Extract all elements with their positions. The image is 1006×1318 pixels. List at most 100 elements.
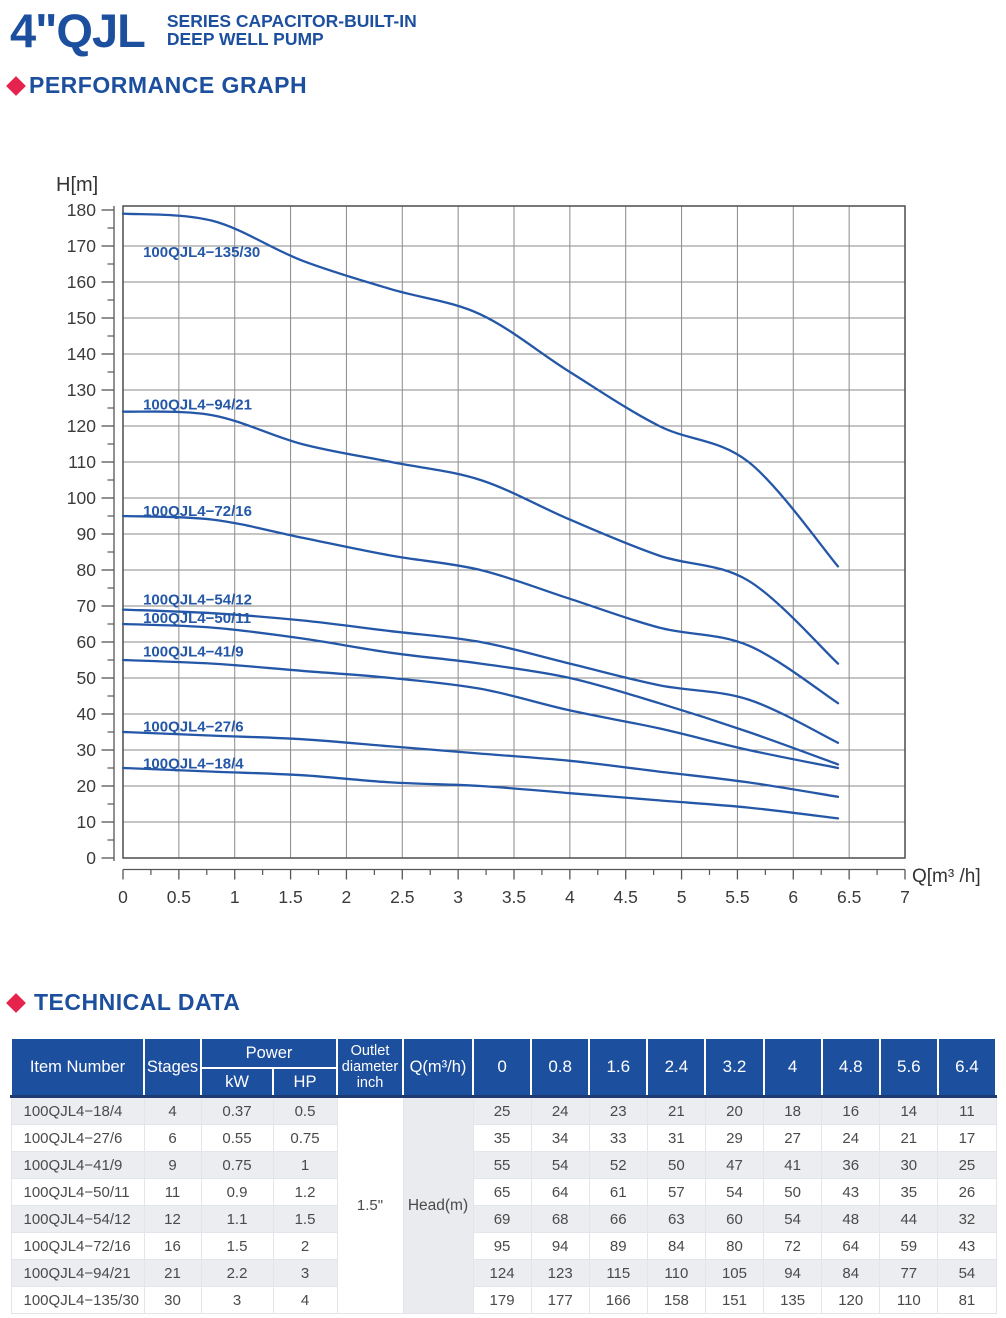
brand-subtitle: SERIES CAPACITOR-BUILT-IN DEEP WELL PUMP — [167, 12, 417, 48]
stages-cell: 11 — [143, 1178, 202, 1206]
head-value-cell: 23 — [588, 1096, 648, 1125]
power-hp-cell: 2 — [272, 1232, 338, 1260]
table-row: 100QJL4−54/12 12 1.1 1.5 69 68 66 63 60 54 48 44 32 — [10, 1205, 997, 1233]
head-value-cell: 94 — [763, 1259, 823, 1287]
y-tick-label: 180 — [67, 200, 96, 220]
x-tick-label: 0.5 — [167, 887, 191, 907]
head-value-cell: 16 — [821, 1096, 881, 1125]
diamond-icon — [6, 75, 26, 96]
head-value-cell: 94 — [530, 1232, 590, 1260]
x-tick-label: 3 — [453, 887, 463, 907]
table-row: 100QJL4−135/30 30 3 4 179 177 166 158 151 135 120 1… — [10, 1286, 997, 1314]
curve-label: 100QJL4−50/11 — [143, 610, 251, 627]
technical-data-heading: TECHNICAL DATA — [6, 989, 241, 1016]
head-value-cell: 69 — [472, 1205, 532, 1233]
pump-curve — [121, 212, 840, 568]
col-header-flow-5.6: 5.6 — [878, 1037, 939, 1098]
brand-subtitle-line2: DEEP WELL PUMP — [166, 29, 324, 49]
brand-header: 4"QJL SERIES CAPACITOR-BUILT-IN DEEP WEL… — [10, 7, 417, 54]
x-tick-label: 6 — [788, 887, 798, 907]
pump-curve — [121, 658, 840, 770]
head-value-cell: 14 — [879, 1096, 939, 1125]
head-value-cell: 60 — [704, 1205, 765, 1233]
technical-data-title: TECHNICAL DATA — [34, 989, 241, 1015]
table-row: 100QJL4−94/21 21 2.2 3 124 123 115 110 105 94 84 77… — [10, 1259, 997, 1287]
performance-graph-heading: PERFORMANCE GRAPH — [6, 72, 307, 99]
power-hp-cell: 1.2 — [272, 1178, 338, 1206]
head-value-cell: 31 — [646, 1124, 706, 1152]
curve-label: 100QJL4−54/12 — [143, 592, 252, 609]
head-value-cell: 177 — [530, 1286, 590, 1314]
stages-cell: 6 — [143, 1124, 202, 1152]
y-tick-label: 0 — [86, 848, 96, 868]
head-value-cell: 63 — [646, 1205, 706, 1233]
pump-curve — [121, 608, 840, 744]
item-number-cell: 100QJL4−72/16 — [10, 1232, 145, 1260]
power-kw-cell: 1.1 — [200, 1205, 274, 1233]
power-kw-cell: 1.5 — [200, 1232, 274, 1260]
head-value-cell: 72 — [763, 1232, 823, 1260]
head-value-cell: 44 — [879, 1205, 939, 1233]
stages-cell: 9 — [143, 1151, 202, 1179]
stages-cell: 16 — [143, 1232, 202, 1260]
x-tick-label: 4.5 — [614, 887, 638, 907]
y-tick-label: 130 — [67, 380, 96, 400]
pump-curve — [121, 410, 840, 665]
col-header-stages: Stages — [143, 1037, 202, 1098]
head-value-cell: 59 — [879, 1232, 939, 1260]
y-tick-label: 140 — [67, 344, 96, 364]
head-value-cell: 84 — [646, 1232, 706, 1260]
col-header-q: Q(m³/h) — [402, 1037, 474, 1098]
power-kw-cell: 0.75 — [200, 1151, 274, 1179]
item-number-cell: 100QJL4−135/30 — [10, 1286, 145, 1314]
power-hp-cell: 4 — [272, 1286, 338, 1314]
head-value-cell: 52 — [588, 1151, 648, 1179]
outlet-diameter-cell: 1.5" — [336, 1096, 404, 1314]
head-value-cell: 123 — [530, 1259, 590, 1287]
head-value-cell: 27 — [763, 1124, 823, 1152]
y-tick-label: 40 — [77, 704, 97, 724]
table-row: 100QJL4−72/16 16 1.5 2 95 94 89 84 80 72 64 59 43 — [10, 1232, 997, 1260]
col-header-item-number: Item Number — [10, 1037, 145, 1098]
curve-label: 100QJL4−135/30 — [143, 244, 260, 261]
col-header-flow-0.8: 0.8 — [530, 1037, 591, 1098]
head-value-cell: 18 — [763, 1096, 823, 1125]
pump-curve — [121, 730, 840, 798]
head-value-cell: 115 — [588, 1259, 648, 1287]
item-number-cell: 100QJL4−94/21 — [10, 1259, 145, 1287]
head-value-cell: 35 — [879, 1178, 939, 1206]
y-tick-label: 70 — [77, 596, 97, 616]
technical-data-table: Item Number Stages Power Outlet diameter… — [10, 1037, 998, 1314]
y-tick-label: 160 — [67, 272, 96, 292]
head-value-cell: 124 — [472, 1259, 532, 1287]
curve-label: 100QJL4−94/21 — [143, 396, 252, 413]
head-value-cell: 135 — [763, 1286, 823, 1314]
head-value-cell: 33 — [588, 1124, 648, 1152]
curve-label: 100QJL4−41/9 — [143, 643, 244, 660]
head-value-cell: 110 — [879, 1286, 939, 1314]
head-value-cell: 66 — [588, 1205, 648, 1233]
head-value-cell: 55 — [472, 1151, 532, 1179]
table-row: 100QJL4−50/11 11 0.9 1.2 65 64 61 57 54 50 43 35 26 — [10, 1178, 997, 1206]
head-value-cell: 11 — [937, 1096, 997, 1125]
head-value-cell: 68 — [530, 1205, 590, 1233]
y-tick-label: 90 — [77, 524, 97, 544]
x-tick-label: 2 — [342, 887, 352, 907]
x-tick-label: 5.5 — [725, 887, 749, 907]
stages-cell: 12 — [143, 1205, 202, 1233]
y-tick-label: 30 — [77, 740, 97, 760]
x-axis-title: Q[m³ /h] — [912, 866, 981, 887]
head-value-cell: 179 — [472, 1286, 532, 1314]
x-tick-label: 6.5 — [837, 887, 861, 907]
head-value-cell: 25 — [937, 1151, 997, 1179]
y-tick-label: 60 — [77, 632, 97, 652]
y-tick-label: 10 — [77, 812, 97, 832]
head-value-cell: 95 — [472, 1232, 532, 1260]
col-header-flow-3.2: 3.2 — [704, 1037, 765, 1098]
head-value-cell: 29 — [704, 1124, 765, 1152]
x-tick-label: 7 — [900, 887, 910, 907]
head-value-cell: 81 — [937, 1286, 997, 1314]
table-row: 100QJL4−18/4 4 0.37 0.5 1.5" Head(m) 25 24 23 21 2… — [10, 1096, 997, 1314]
pump-curve — [121, 514, 840, 705]
head-value-cell: 17 — [937, 1124, 997, 1152]
